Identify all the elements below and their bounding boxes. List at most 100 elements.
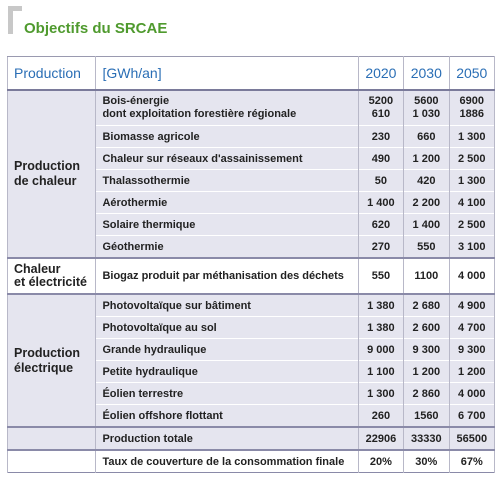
value-cell: 2 860 (403, 382, 450, 405)
value-cell: 420 (403, 169, 450, 192)
row-label: Petite hydraulique (95, 360, 359, 383)
value-cell: 4 000 (448, 382, 496, 405)
row-label: Bois-énergie dont exploitation forestière… (95, 89, 359, 126)
value-cell: 50 (357, 169, 405, 192)
value-cell: 550 (357, 257, 405, 294)
table-row: Production de chaleur Bois-énergie dont exp… (6, 89, 496, 258)
row-label: Biogaz produit par méthanisation des déc… (95, 257, 359, 294)
value-cell: 9 300 (448, 338, 496, 361)
value-cell: 620 (357, 213, 405, 236)
value-cell: 1 300 (448, 125, 496, 148)
group-label: Production de chaleur (6, 89, 97, 258)
empty-cell (6, 426, 97, 450)
total-row: Taux de couverture de la consommation fi… (6, 449, 496, 473)
value-cell: 1560 (403, 404, 450, 427)
cell-line: Bois-énergie (102, 95, 170, 107)
column-header: [GWh/an] (95, 56, 359, 91)
value-cell: 490 (357, 147, 405, 170)
cell-line: 5200 (368, 95, 394, 107)
value-cell: 2 680 (403, 293, 450, 317)
value-cell: 270 (357, 235, 405, 258)
group-line: Chaleur (14, 262, 61, 276)
column-header: 2030 (403, 56, 450, 91)
value-cell: 33330 (403, 426, 450, 450)
row-label: Éolien terrestre (95, 382, 359, 405)
row-label: Éolien offshore flottant (95, 404, 359, 427)
row-label: Chaleur sur réseaux d'assainissement (95, 147, 359, 170)
group-line: et électricité (14, 275, 87, 289)
value-cell: 5200 610 (357, 89, 405, 126)
cell-line: 6900 (459, 95, 484, 107)
table-row: Solaire thermique 620 1 400 2 500 (8, 213, 496, 236)
value-cell: 2 500 (448, 213, 496, 236)
table-row: Thalassothermie 50 420 1 300 (8, 169, 496, 192)
table-row: Éolien offshore flottant 260 1560 6 700 (8, 404, 496, 427)
table-row: Géothermie 270 550 3 100 (8, 235, 496, 258)
table-row: Biomasse agricole 230 660 1 300 (8, 125, 496, 148)
table-row: Chaleur sur réseaux d'assainissement 490 1… (8, 147, 496, 170)
value-cell: 67% (448, 449, 496, 473)
table-row: Photovoltaïque au sol 1 380 2 600 4 700 (8, 316, 496, 339)
table-row: Chaleur et électricité Biogaz produit par … (6, 257, 496, 294)
value-cell: 2 600 (403, 316, 450, 339)
objectives-table: Production [GWh/an] 2020 2030 2050 Production… (6, 56, 496, 473)
group-label: Production électrique (6, 293, 97, 427)
cell-line: 1886 (459, 108, 484, 120)
group-label: Chaleur et électricité (6, 257, 97, 294)
value-cell: 4 900 (448, 293, 496, 317)
header-row: Production [GWh/an] 2020 2030 2050 (6, 56, 496, 91)
column-header: Production (6, 56, 97, 91)
value-cell: 1100 (403, 257, 450, 294)
value-cell: 6 700 (448, 404, 496, 427)
table-row: Grande hydraulique 9 000 9 300 9 300 (8, 338, 496, 361)
cell-line: 610 (371, 108, 391, 120)
value-cell: 22906 (357, 426, 405, 450)
row-label: Taux de couverture de la consommation fi… (95, 449, 359, 473)
value-cell: 3 100 (448, 235, 496, 258)
value-cell: 1 400 (403, 213, 450, 236)
cell-line: 5600 (414, 95, 439, 107)
value-cell: 260 (357, 404, 405, 427)
table-row: Aérothermie 1 400 2 200 4 100 (8, 191, 496, 214)
total-row: Production totale 22906 33330 56500 (6, 426, 496, 450)
cell-line: dont exploitation forestière régionale (102, 108, 297, 120)
value-cell: 5600 1 030 (403, 89, 450, 126)
value-cell: 1 400 (357, 191, 405, 214)
column-header: 2020 (357, 56, 405, 91)
value-cell: 9 300 (403, 338, 450, 361)
value-cell: 56500 (448, 426, 496, 450)
value-cell: 20% (357, 449, 405, 473)
value-cell: 4 100 (448, 191, 496, 214)
value-cell: 4 700 (448, 316, 496, 339)
row-label: Aérothermie (95, 191, 359, 214)
value-cell: 1 300 (357, 382, 405, 405)
value-cell: 660 (403, 125, 450, 148)
cell-line: 1 030 (412, 108, 441, 120)
empty-cell (6, 449, 97, 473)
value-cell: 550 (403, 235, 450, 258)
value-cell: 1 200 (403, 147, 450, 170)
value-cell: 30% (403, 449, 450, 473)
value-cell: 4 000 (448, 257, 496, 294)
row-label: Photovoltaïque au sol (95, 316, 359, 339)
group-line: Production (14, 345, 80, 360)
value-cell: 2 200 (403, 191, 450, 214)
value-cell: 1 200 (448, 360, 496, 383)
row-label: Géothermie (95, 235, 359, 258)
row-label: Thalassothermie (95, 169, 359, 192)
value-cell: 1 380 (357, 293, 405, 317)
value-cell: 1 380 (357, 316, 405, 339)
value-cell: 1 300 (448, 169, 496, 192)
group-line: de chaleur (14, 174, 77, 188)
table-row: Production électrique Photovoltaïque sur b… (6, 293, 496, 427)
value-cell: 1 100 (357, 360, 405, 383)
value-cell: 230 (357, 125, 405, 148)
value-cell: 1 200 (403, 360, 450, 383)
value-cell: 9 000 (357, 338, 405, 361)
table-row: Petite hydraulique 1 100 1 200 1 200 (8, 360, 496, 383)
title: Objectifs du SRCAE (24, 20, 168, 37)
row-label: Grande hydraulique (95, 338, 359, 361)
group-line: électrique (14, 360, 74, 375)
row-label: Production totale (95, 426, 359, 450)
